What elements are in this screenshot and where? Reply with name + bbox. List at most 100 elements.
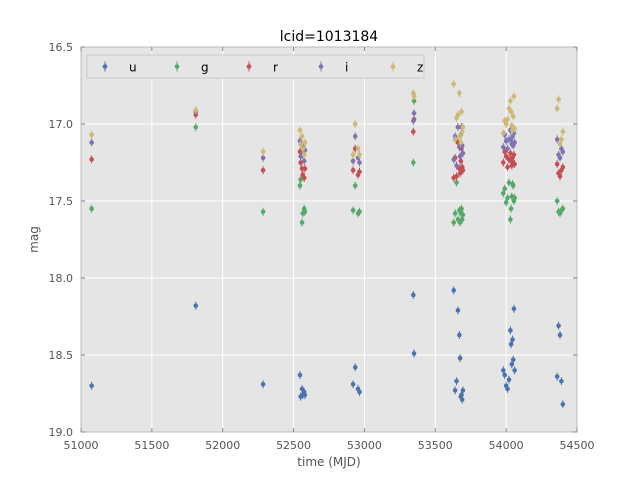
data-point (454, 163, 459, 168)
data-point (501, 144, 506, 150)
data-point (459, 217, 465, 222)
data-point (460, 124, 466, 130)
data-point (560, 149, 566, 155)
data-point (260, 149, 266, 155)
data-point (452, 137, 458, 142)
data-point (560, 164, 566, 170)
y-tick-label: 19.0 (49, 426, 74, 439)
x-tick-label: 51000 (64, 439, 99, 452)
x-tick-label: 54500 (560, 439, 595, 452)
data-point (451, 157, 457, 162)
legend-item-z: z (390, 61, 423, 75)
data-point (455, 308, 461, 313)
data-point (301, 175, 307, 181)
data-point (352, 365, 358, 370)
legend-label: z (417, 61, 423, 75)
data-point (260, 155, 266, 161)
data-point (557, 332, 563, 338)
data-point (457, 134, 463, 139)
data-point (460, 167, 466, 173)
data-point (554, 374, 560, 379)
x-axis-label: time (MJD) (297, 455, 360, 469)
data-point (357, 389, 362, 395)
data-point (505, 195, 510, 201)
data-point (352, 183, 358, 188)
data-point (299, 220, 305, 225)
data-point (554, 161, 560, 167)
series-g (89, 96, 566, 227)
data-point (455, 112, 461, 118)
data-point (260, 209, 266, 215)
data-point (411, 118, 416, 124)
data-point (460, 212, 466, 218)
data-point (297, 183, 303, 188)
series-u (89, 286, 566, 409)
data-point (297, 372, 303, 378)
data-point (457, 332, 462, 338)
data-point (554, 137, 560, 142)
legend-marker (390, 64, 396, 69)
data-point (511, 152, 517, 158)
data-point (301, 158, 307, 164)
legend-item-g: g (174, 61, 209, 75)
series-i (89, 107, 566, 170)
data-point (457, 154, 463, 159)
data-point (350, 167, 356, 173)
data-point (455, 124, 461, 130)
x-tick-label: 52000 (205, 439, 240, 452)
data-point (350, 152, 356, 158)
data-point (459, 397, 465, 402)
data-point (506, 377, 512, 382)
data-point (89, 383, 94, 389)
y-tick-label: 18.5 (49, 349, 74, 362)
y-tick-label: 18.0 (49, 272, 74, 285)
data-point (89, 132, 94, 138)
data-point (512, 161, 517, 167)
data-point (501, 160, 506, 165)
axis-ticks: 51000 51500 52000 52500 53000 53500 54000 54500… (49, 41, 595, 452)
legend-label: i (345, 61, 348, 75)
legend-marker (318, 64, 324, 69)
x-tick-label: 51500 (134, 439, 169, 452)
legend-item-u: u (102, 61, 137, 75)
legend-label: u (129, 61, 137, 75)
data-point (454, 378, 459, 384)
plot-frame (80, 46, 578, 433)
data-point (510, 183, 516, 188)
data-point (460, 150, 466, 156)
legend-marker (246, 64, 252, 69)
data-point (411, 129, 416, 134)
data-point (260, 381, 266, 387)
data-point (512, 195, 517, 201)
data-point (89, 206, 94, 211)
data-point (350, 158, 356, 164)
data-point (508, 217, 513, 222)
data-point (357, 209, 362, 215)
legend-item-r: r (246, 61, 278, 75)
data-point (411, 292, 416, 298)
data-point (411, 160, 416, 165)
data-point (299, 134, 305, 139)
data-point (300, 146, 306, 151)
data-point (454, 180, 459, 185)
data-point (510, 337, 515, 342)
data-point (451, 81, 457, 87)
data-point (302, 140, 308, 145)
data-point (510, 114, 516, 119)
data-point (357, 169, 362, 175)
chart-title: lcid=1013184 (280, 29, 379, 45)
data-point (451, 220, 457, 225)
data-point (508, 328, 513, 333)
data-point (512, 368, 517, 373)
data-point (357, 160, 362, 165)
data-point (560, 206, 566, 211)
data-point (451, 288, 457, 293)
data-point (89, 157, 94, 162)
data-point (459, 109, 464, 114)
data-point (508, 206, 514, 211)
data-point (89, 140, 94, 145)
data-point (508, 150, 513, 156)
